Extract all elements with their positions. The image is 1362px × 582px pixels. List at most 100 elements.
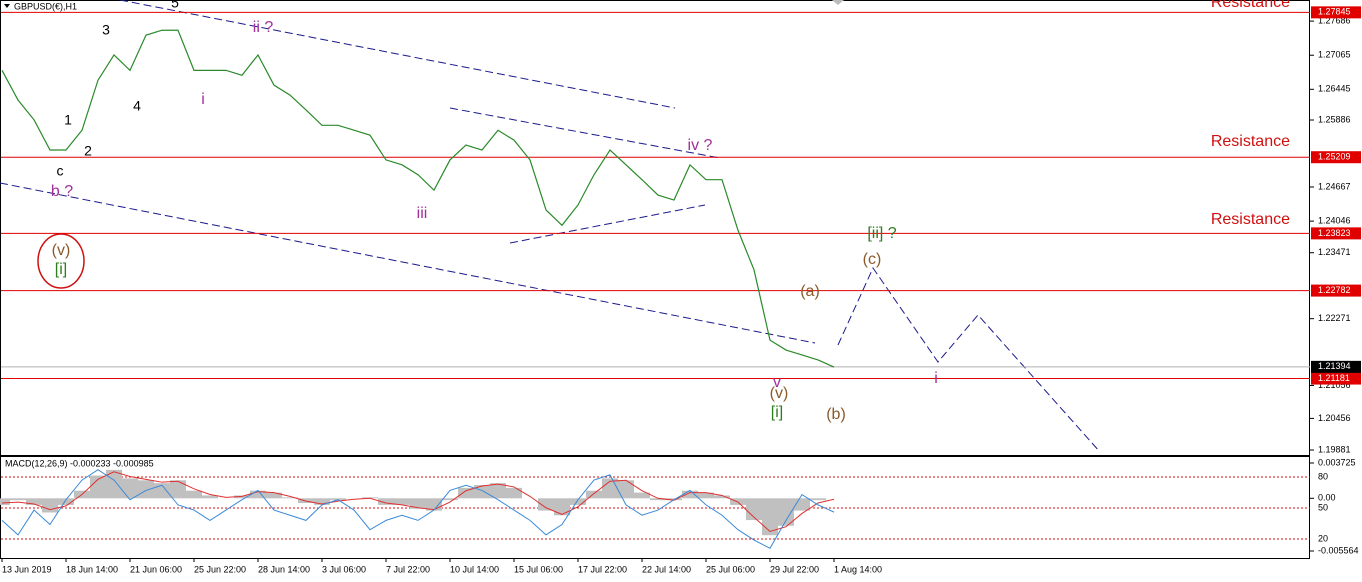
- level-label: 1.22782: [1318, 285, 1351, 295]
- macd-bar: [442, 498, 458, 501]
- wave-label: [i]: [771, 404, 783, 421]
- macd-bar: [634, 492, 650, 499]
- macd-bar: [490, 483, 506, 499]
- macd-bar: [698, 492, 714, 499]
- macd-bar: [554, 498, 570, 516]
- current-price-label: 1.21394: [1318, 361, 1351, 371]
- macd-bar: [0, 498, 10, 505]
- macd-bar: [42, 498, 58, 513]
- macd-bar: [378, 498, 394, 505]
- level-label: 1.27845: [1318, 7, 1351, 17]
- macd-bar: [586, 490, 602, 499]
- y-tick-label: 1.24667: [1318, 181, 1351, 191]
- wave-label: i: [934, 370, 938, 387]
- x-tick-label: 7 Jul 22:00: [386, 564, 430, 574]
- wave-label: iv ?: [688, 137, 713, 154]
- x-tick-label: 15 Jul 06:00: [514, 564, 563, 574]
- macd-bar: [282, 497, 298, 499]
- y-tick-label: 0.003725: [1318, 457, 1356, 467]
- trend-lines: [0, 0, 1101, 453]
- macd-bar: [650, 498, 666, 501]
- level-label-box: [1311, 372, 1361, 385]
- x-tick-label: 10 Jul 14:00: [450, 564, 499, 574]
- scroll-marker: [832, 0, 844, 5]
- level-label-box: [1311, 227, 1361, 240]
- macd-bar: [570, 498, 586, 505]
- wave-label: (v): [52, 242, 71, 259]
- wave-label: ii ?: [253, 19, 274, 36]
- macd-bar: [186, 490, 202, 499]
- level-label: 1.25209: [1318, 152, 1351, 162]
- macd-bar: [10, 498, 26, 501]
- wave-label: (b): [826, 406, 846, 423]
- chart-title: GBPUSD(€),H1: [14, 1, 77, 11]
- macd-line: [1, 471, 835, 533]
- macd-bar: [810, 498, 826, 501]
- level-label-box: [1311, 151, 1361, 164]
- y-tick-label: 1.21056: [1318, 380, 1351, 390]
- y-tick-label: 1.26445: [1318, 84, 1351, 94]
- wave-label: 5: [171, 0, 179, 11]
- wave-circle: [37, 233, 85, 289]
- macd-bar: [394, 498, 410, 505]
- x-tick-label: 25 Jun 22:00: [194, 564, 246, 574]
- macd-bar: [762, 498, 778, 536]
- resistance-label: Resistance: [1211, 0, 1290, 11]
- macd-bar: [122, 478, 138, 499]
- macd-bar: [266, 492, 282, 499]
- macd-line: [1, 469, 835, 549]
- macd-bar: [458, 487, 474, 499]
- macd-bar: [506, 487, 522, 499]
- macd-bar: [714, 495, 730, 499]
- level-label-box: [1311, 6, 1361, 19]
- macd-bar: [58, 498, 74, 505]
- y-tick-label: -0.005564: [1318, 545, 1359, 555]
- x-tick-label: 28 Jun 14:00: [258, 564, 310, 574]
- y-tick-label: 1.20456: [1318, 413, 1351, 423]
- y2-tick-label: 80: [1318, 471, 1328, 481]
- resistance-label: Resistance: [1211, 211, 1290, 228]
- macd-bar: [250, 490, 266, 499]
- resistance-label: Resistance: [1211, 133, 1290, 150]
- macd-bar: [618, 480, 634, 499]
- x-tick-label: 21 Jun 06:00: [130, 564, 182, 574]
- macd-bar: [314, 498, 330, 505]
- level-label-box: [1311, 284, 1361, 297]
- wave-label: iii: [417, 205, 428, 222]
- x-tick-label: 3 Jul 06:00: [322, 564, 366, 574]
- macd-bar: [170, 480, 186, 499]
- macd-bar: [538, 498, 554, 511]
- y-tick-label: 0.00: [1318, 493, 1336, 503]
- x-tick-label: 22 Jul 14:00: [642, 564, 691, 574]
- menu-arrow: [4, 4, 10, 8]
- wave-label: (c): [863, 251, 882, 268]
- level-label: 1.21181: [1318, 373, 1350, 383]
- macd-title: MACD(12,26,9) -0.000233 -0.000985: [5, 458, 154, 468]
- macd-bar: [202, 495, 218, 499]
- x-tick-label: 13 Jun 2019: [2, 564, 52, 574]
- wave-label: (v): [770, 385, 789, 402]
- y-tick-label: 1.19881: [1318, 444, 1351, 454]
- wave-label: 1: [64, 112, 72, 128]
- wave-label: v: [773, 374, 781, 391]
- wave-label: [ii] ?: [867, 225, 896, 242]
- wave-label: 2: [84, 143, 92, 159]
- x-tick-label: 17 Jul 22:00: [578, 564, 627, 574]
- macd-bar: [682, 490, 698, 499]
- macd-bar: [746, 498, 762, 521]
- wave-label: i: [201, 91, 205, 108]
- wave-label: b ?: [51, 183, 73, 200]
- macd-bar: [474, 485, 490, 499]
- wave-label: 4: [133, 98, 141, 114]
- y-tick-label: 1.27686: [1318, 15, 1351, 25]
- level-label: 1.23823: [1318, 228, 1351, 238]
- macd-bar: [26, 498, 42, 505]
- x-tick-label: 18 Jun 14:00: [66, 564, 118, 574]
- wave-label: 3: [102, 22, 110, 38]
- macd-bar: [778, 498, 794, 526]
- macd-bar: [138, 480, 154, 499]
- y-tick-label: 1.22271: [1318, 313, 1351, 323]
- x-tick-label: 25 Jul 06:00: [706, 564, 755, 574]
- y2-tick-label: 50: [1318, 502, 1328, 512]
